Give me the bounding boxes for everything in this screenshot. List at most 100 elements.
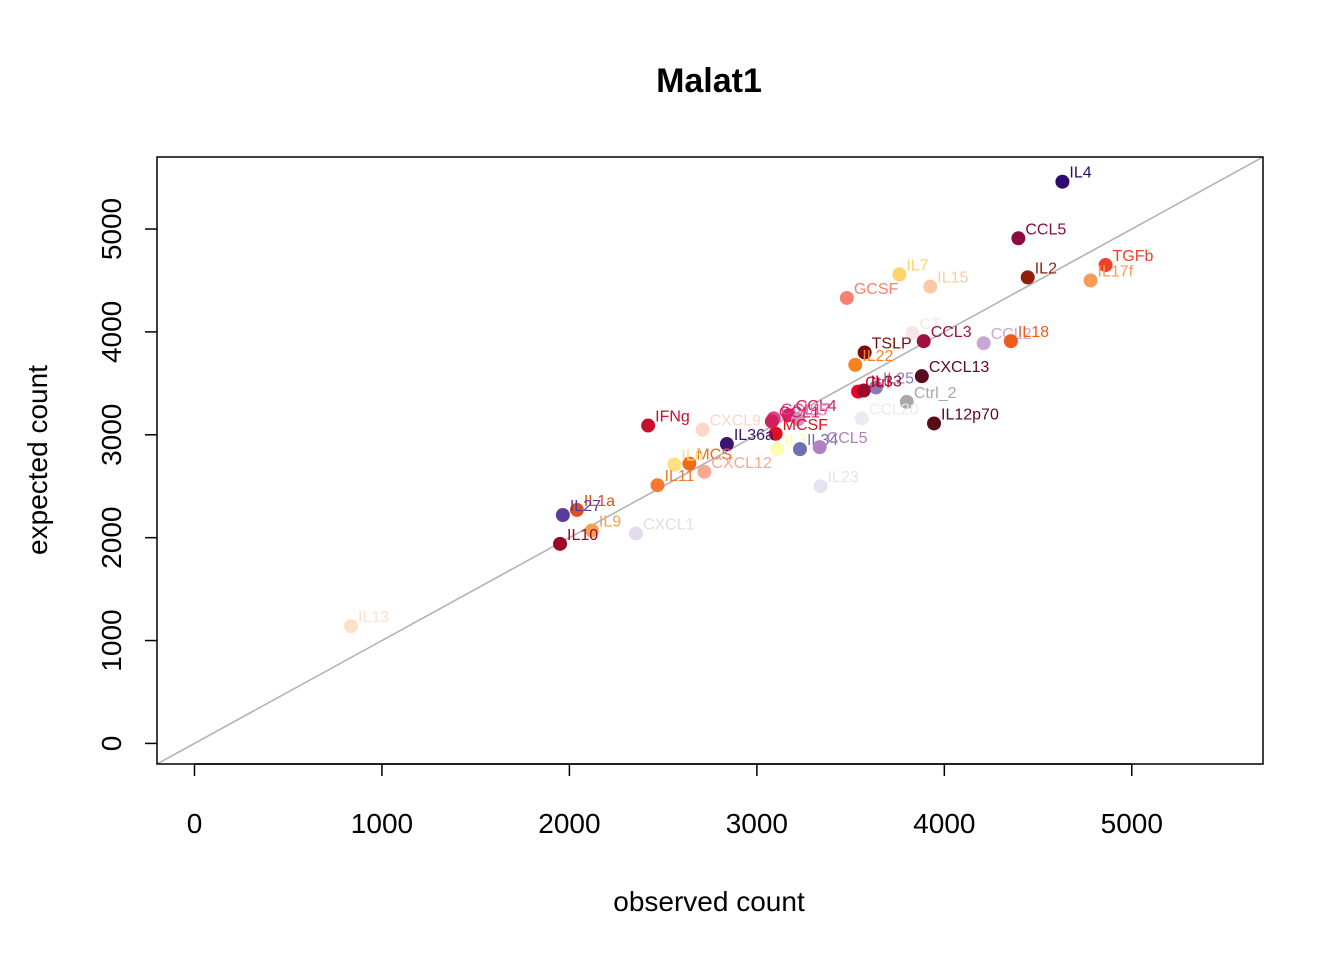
data-point — [892, 267, 907, 282]
reference-line — [157, 157, 1263, 764]
data-point — [813, 479, 828, 494]
data-point — [768, 426, 783, 441]
data-point-label: CCL17 — [781, 401, 831, 418]
x-tick-label: 5000 — [1101, 808, 1163, 839]
data-point-label: CCL5 — [827, 430, 868, 447]
data-point — [857, 345, 872, 360]
data-point-label: MCSF — [783, 417, 829, 434]
data-point — [1098, 258, 1113, 273]
data-point — [641, 418, 656, 433]
data-point-label: Ctrl — [865, 375, 890, 392]
data-point-label: IL11 — [665, 468, 695, 485]
data-point — [976, 336, 991, 351]
data-point-label: TGFb — [1113, 248, 1154, 265]
data-point — [905, 325, 920, 340]
data-point-label: IFNg — [655, 409, 690, 426]
data-point — [682, 456, 697, 471]
data-point-label: CXCL9 — [710, 413, 762, 430]
data-point — [555, 508, 570, 523]
data-point-label: CCL5 — [1025, 221, 1066, 238]
data-point — [791, 412, 806, 427]
y-tick-label: 4000 — [96, 301, 127, 363]
data-point-label: CXCL1 — [643, 517, 695, 534]
y-tick-label: 3000 — [96, 404, 127, 466]
data-point-label: Ctrl_2 — [914, 385, 957, 402]
data-point — [856, 383, 871, 398]
data-point-label: CCL4 — [796, 398, 837, 415]
y-tick-label: 5000 — [96, 198, 127, 260]
data-point-label: CCL1 — [779, 404, 820, 421]
data-point-label: GCSF — [854, 281, 899, 298]
x-tick-label: 3000 — [726, 808, 788, 839]
data-point — [667, 457, 682, 472]
data-point — [695, 422, 710, 437]
data-point — [1020, 270, 1035, 285]
x-axis: 0 1000 2000 3000 4000 5000 — [187, 763, 1163, 839]
data-point — [854, 411, 869, 426]
y-axis: 0 1000 2000 3000 4000 5000 — [96, 198, 157, 751]
data-point-label: IL33 — [871, 374, 902, 391]
data-point-label: CXCL12 — [711, 455, 772, 472]
data-point-label: IL1a — [584, 493, 615, 510]
y-tick-label: 2000 — [96, 507, 127, 569]
x-tick-label: 1000 — [351, 808, 413, 839]
data-point-label: IL10 — [567, 527, 598, 544]
data-point-label: IL22 — [862, 348, 893, 365]
data-point-label: CT — [919, 316, 941, 333]
data-point — [923, 279, 938, 294]
x-tick-label: 2000 — [538, 808, 600, 839]
data-point — [764, 414, 779, 429]
data-point — [650, 478, 665, 493]
data-point-label: IL25 — [883, 370, 914, 387]
data-point — [1055, 174, 1070, 189]
data-point — [927, 416, 942, 431]
data-point — [719, 437, 734, 452]
data-point-label: CXCL13 — [929, 359, 990, 376]
data-point-label: CCL3 — [931, 324, 972, 341]
data-point — [848, 357, 863, 372]
data-point — [770, 442, 785, 457]
data-point — [697, 464, 712, 479]
data-point-label: CCL20 — [869, 401, 919, 418]
data-point-label: IL15 — [937, 270, 968, 287]
data-point — [1083, 273, 1098, 288]
data-point — [553, 536, 568, 551]
data-point-label: IL17f — [1098, 263, 1134, 280]
data-point — [839, 290, 854, 305]
data-point — [812, 440, 827, 455]
data-point-label: MCS — [696, 447, 732, 464]
data-point — [1003, 334, 1018, 349]
data-point-label: IL2 — [1035, 260, 1057, 277]
data-point — [569, 502, 584, 517]
data-point — [792, 442, 807, 457]
data-point-label: IL36a — [734, 427, 774, 444]
x-tick-label: 0 — [187, 808, 203, 839]
data-point — [628, 526, 643, 541]
data-point — [1011, 231, 1026, 246]
data-point-label: IL23 — [828, 469, 859, 486]
data-point-label: IL6 — [681, 448, 703, 465]
data-point-label: IL9 — [599, 513, 621, 530]
data-point-label: IL12p70 — [941, 406, 999, 423]
chart-title: Malat1 — [656, 62, 762, 100]
data-point-label: IL13 — [358, 609, 389, 626]
data-point-label: IL4 — [1069, 165, 1091, 182]
data-point — [916, 334, 931, 349]
y-tick-label: 1000 — [96, 609, 127, 671]
data-point-label: IL27 — [570, 498, 601, 515]
data-point-label: IL5 — [805, 402, 827, 419]
y-axis-label: expected count — [22, 365, 53, 555]
data-point — [868, 380, 883, 395]
data-point — [584, 523, 599, 538]
y-tick-label: 0 — [96, 736, 127, 752]
x-axis-label: observed count — [613, 886, 805, 917]
data-point-label: IL18 — [1018, 324, 1049, 341]
data-point-label: IL7 — [906, 257, 928, 274]
data-point — [899, 394, 914, 409]
data-point-label: TSLP — [872, 335, 912, 352]
x-tick-label: 4000 — [913, 808, 975, 839]
data-point — [914, 369, 929, 384]
data-point — [344, 619, 359, 634]
